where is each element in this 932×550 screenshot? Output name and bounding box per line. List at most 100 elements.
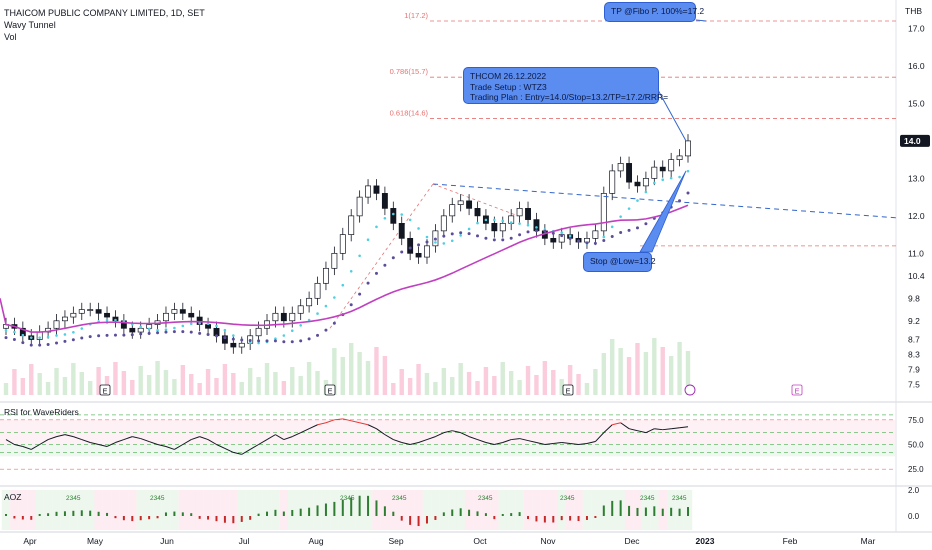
aoz-background-cell xyxy=(203,490,213,530)
aoz-histogram-bar xyxy=(392,511,395,516)
aoz-histogram-bar xyxy=(164,512,167,516)
candle-body xyxy=(457,200,464,205)
rsi-line-segment xyxy=(511,438,520,441)
aoz-histogram-bar xyxy=(543,516,546,523)
volume-bar xyxy=(332,348,337,395)
aoz-histogram-bar xyxy=(383,506,386,516)
rsi-line-segment xyxy=(544,443,554,445)
aoz-histogram-bar xyxy=(468,509,471,516)
aoz-histogram-bar xyxy=(484,513,487,516)
time-tick-label: Mar xyxy=(861,536,876,546)
tunnel-cyan-dot xyxy=(627,207,631,210)
trade-setup-callout[interactable]: THCOM 26.12.2022 Trade Setup : WTZ3 Trad… xyxy=(463,67,668,104)
aoz-histogram-bar xyxy=(257,513,260,516)
tunnel-purple-dot xyxy=(156,331,160,335)
tunnel-cyan-dot xyxy=(442,242,446,245)
time-tick-label: Aug xyxy=(308,536,323,546)
rsi-line-segment xyxy=(249,444,259,450)
volume-bar xyxy=(374,347,379,395)
volume-bar xyxy=(71,363,76,395)
aoz-histogram-bar xyxy=(653,506,656,516)
moving-average-line xyxy=(0,204,689,333)
rsi-tick-label: 50.0 xyxy=(908,441,924,450)
tunnel-cyan-dot xyxy=(661,178,665,182)
fib-level-label: 0.786(15.7) xyxy=(390,67,429,76)
volume-bar xyxy=(643,352,649,395)
candle-body xyxy=(171,309,178,314)
aoz-histogram-bar xyxy=(240,516,243,522)
tunnel-purple-dot xyxy=(113,333,117,337)
aoz-histogram-bar xyxy=(501,514,504,516)
aoz-histogram-bar xyxy=(47,513,50,516)
volume-bar xyxy=(399,369,404,395)
aoz-histogram-bar xyxy=(518,512,521,516)
volume-bar xyxy=(466,372,472,395)
aoz-pane-label[interactable]: AOZ xyxy=(4,492,22,502)
aoz-histogram-bar xyxy=(106,512,109,516)
stop-callout[interactable]: Stop @Low=13.2 xyxy=(583,252,656,272)
volume-legend[interactable]: Vol xyxy=(4,32,17,42)
aoz-background-cell xyxy=(431,490,440,530)
wavy-tunnel-legend[interactable]: Wavy Tunnel xyxy=(4,20,56,30)
tunnel-cyan-dot xyxy=(223,328,227,332)
aoz-histogram-bar xyxy=(223,516,226,523)
aoz-histogram-bar xyxy=(148,516,151,520)
tunnel-cyan-dot xyxy=(173,326,176,330)
candle-body xyxy=(137,327,144,333)
tunnel-cyan-dot xyxy=(366,238,370,241)
tunnel-cyan-dot xyxy=(63,333,67,336)
price-tick-label: 8.7 xyxy=(908,335,920,345)
aoz-histogram-bar xyxy=(358,495,361,516)
tunnel-purple-dot xyxy=(324,328,328,332)
tunnel-cyan-dot xyxy=(29,336,33,339)
volume-bar xyxy=(340,357,345,395)
tunnel-cyan-dot xyxy=(383,216,387,220)
rsi-line-segment xyxy=(637,430,647,434)
aoz-histogram-bar xyxy=(139,516,142,521)
rsi-line-segment xyxy=(334,418,343,421)
aoz-histogram-bar xyxy=(670,507,673,516)
tunnel-cyan-dot xyxy=(644,190,648,194)
aoz-histogram-bar xyxy=(198,516,201,519)
candle-body xyxy=(205,324,212,329)
rsi-line-segment xyxy=(224,447,234,453)
rsi-line-segment xyxy=(266,434,276,440)
tunnel-purple-dot xyxy=(534,229,538,233)
volume-bar xyxy=(79,372,84,395)
volume-bar xyxy=(45,382,51,395)
aoz-background-cell xyxy=(582,490,592,530)
rsi-line-segment xyxy=(527,440,537,444)
candle-body xyxy=(676,155,683,161)
tunnel-purple-dot xyxy=(509,236,513,240)
rsi-pane-label[interactable]: RSI for WaveRiders xyxy=(4,407,79,417)
rsi-line-segment xyxy=(258,439,268,445)
rsi-line-segment xyxy=(233,451,242,455)
volume-bar xyxy=(62,377,68,395)
aoz-histogram-bar xyxy=(5,514,7,516)
aoz-histogram-bar xyxy=(661,508,664,516)
volume-bar xyxy=(492,376,497,395)
tp-callout[interactable]: TP @Fibo P. 100%=17.2 xyxy=(604,2,704,22)
tunnel-purple-dot xyxy=(316,333,320,337)
tunnel-purple-dot xyxy=(46,343,50,347)
aoz-background-cell xyxy=(212,490,221,530)
candle-body xyxy=(255,327,262,337)
volume-bar xyxy=(205,369,211,395)
price-tick-label: 16.0 xyxy=(908,61,925,71)
volume-bar xyxy=(433,382,438,395)
tunnel-purple-dot xyxy=(450,232,454,236)
candle-body xyxy=(129,327,136,333)
candle-body xyxy=(53,320,60,329)
candle-body xyxy=(466,200,473,209)
volume-bar xyxy=(458,363,463,395)
rsi-line-segment xyxy=(477,439,487,443)
tunnel-cyan-dot xyxy=(526,223,530,227)
volume-bar xyxy=(382,356,388,395)
tp-callout-pointer xyxy=(695,19,707,22)
aoz-background-cell xyxy=(591,490,600,530)
tunnel-cyan-dot xyxy=(189,322,193,326)
price-tick-label: 12.0 xyxy=(908,211,925,221)
earnings-marker-label: E xyxy=(327,387,332,396)
volume-bar xyxy=(264,363,270,395)
aoz-histogram-bar xyxy=(459,508,462,516)
